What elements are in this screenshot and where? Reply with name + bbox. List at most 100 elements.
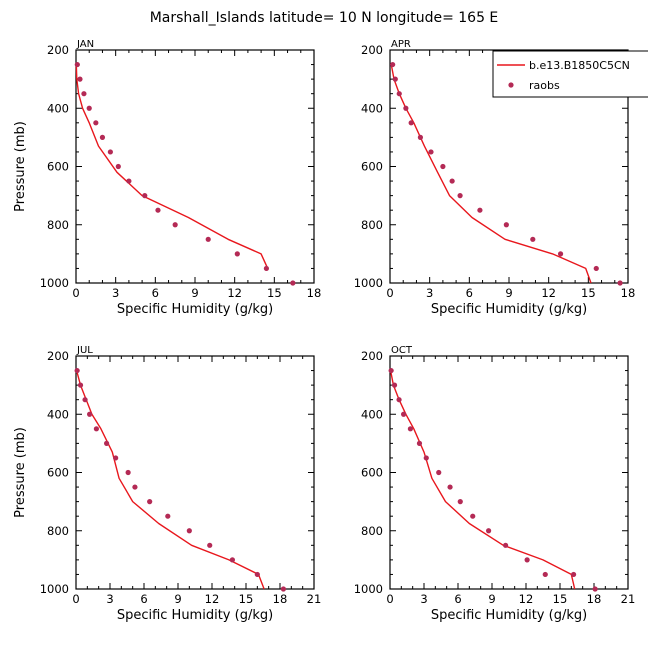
raobs-point-jan <box>107 149 113 155</box>
x-tick-label-oct: 21 <box>621 592 636 606</box>
y-tick-label-apr: 200 <box>361 43 383 57</box>
x-axis-title-oct: Specific Humidity (g/kg) <box>431 608 587 623</box>
x-tick-label-oct: 12 <box>519 592 534 606</box>
raobs-point-jan <box>74 61 80 68</box>
x-tick-label-jan: 15 <box>267 286 282 300</box>
raobs-point-jan <box>115 163 121 170</box>
raobs-point-apr <box>428 149 434 155</box>
y-tick-label-jul: 200 <box>47 349 69 363</box>
x-tick-label-jul: 9 <box>174 592 181 606</box>
y-tick-label-oct: 400 <box>361 407 383 421</box>
raobs-point-jul <box>280 586 286 592</box>
raobs-point-apr <box>477 207 483 213</box>
x-tick-label-jan: 12 <box>227 286 242 300</box>
y-axis-title-jan: Pressure (mb) <box>13 121 28 212</box>
raobs-point-oct <box>423 455 429 461</box>
raobs-point-jul <box>147 499 153 505</box>
x-axis-title-jul: Specific Humidity (g/kg) <box>117 608 273 623</box>
raobs-point-jan <box>93 120 99 126</box>
x-tick-label-oct: 6 <box>454 592 461 606</box>
panel-jul: JUL 0 3 6 9 12 15 18 21 200 400 600 800 1000 Specific … <box>13 345 321 623</box>
panel-label-jul: JUL <box>76 345 93 356</box>
raobs-point-apr <box>396 91 402 97</box>
raobs-point-oct <box>396 397 402 403</box>
y-tick-label-jul: 400 <box>47 407 69 421</box>
panel-label-oct: OCT <box>391 345 413 356</box>
x-tick-label-apr: 15 <box>581 286 596 300</box>
x-tick-label-jul: 3 <box>106 592 113 606</box>
x-tick-label-oct: 3 <box>420 592 427 606</box>
raobs-point-oct <box>571 571 577 578</box>
x-tick-label-apr: 0 <box>386 286 393 300</box>
panel-jan: JAN 0 3 6 9 12 15 18 200 400 600 800 1000 Specific Hu… <box>13 39 321 317</box>
x-tick-label-apr: 9 <box>505 286 512 300</box>
y-tick-label-oct: 200 <box>361 349 383 363</box>
raobs-point-jan <box>142 193 148 199</box>
panel-oct: OCT 0 3 6 9 12 15 18 21 200 400 600 800 1000 Specific … <box>354 345 636 623</box>
x-tick-label-jan: 18 <box>307 286 322 300</box>
model-line-oct <box>389 370 576 590</box>
raobs-point-apr <box>392 76 398 82</box>
raobs-point-apr <box>503 222 509 228</box>
raobs-point-apr <box>557 251 564 257</box>
raobs-point-jul <box>132 484 138 490</box>
raobs-point-jan <box>234 251 240 257</box>
x-tick-label-apr: 3 <box>426 286 433 300</box>
raobs-point-jan <box>263 265 269 272</box>
y-tick-label-apr: 400 <box>361 101 383 115</box>
y-tick-label-oct: 600 <box>361 466 383 480</box>
x-tick-label-jan: 6 <box>152 286 159 300</box>
raobs-point-jul <box>82 397 88 403</box>
raobs-point-apr <box>403 105 409 111</box>
raobs-point-jul <box>186 528 192 534</box>
x-tick-label-jul: 12 <box>205 592 220 606</box>
model-line-jan <box>75 64 269 269</box>
x-tick-label-jul: 18 <box>273 592 288 606</box>
raobs-point-oct <box>416 440 423 446</box>
legend-raobs-swatch <box>508 82 514 88</box>
legend-raobs-label: raobs <box>529 79 560 92</box>
x-tick-label-oct: 9 <box>488 592 495 606</box>
legend-box <box>492 50 648 98</box>
x-tick-label-jan: 0 <box>72 286 79 300</box>
raobs-point-jul <box>207 542 213 548</box>
legend-model-label: b.e13.B1850C5CN <box>529 59 630 72</box>
raobs-point-jul <box>125 469 131 476</box>
raobs-point-oct <box>503 542 509 548</box>
raobs-point-jan <box>126 178 132 184</box>
raobs-point-oct <box>524 557 530 563</box>
y-tick-label-oct: 800 <box>361 524 383 538</box>
panel-label-apr: APR <box>391 39 411 50</box>
x-tick-label-apr: 6 <box>466 286 473 300</box>
model-line-jul <box>75 370 265 590</box>
figure-title: Marshall_Islands latitude= 10 N longitud… <box>150 10 499 26</box>
raobs-point-oct <box>457 499 463 505</box>
raobs-point-oct <box>436 469 442 476</box>
raobs-point-oct <box>407 426 413 432</box>
raobs-point-jan <box>81 91 87 97</box>
raobs-point-jan <box>155 207 161 213</box>
panel-apr: APR 0 3 6 9 12 15 18 200 400 600 800 1000 Specific Hu… <box>354 39 636 317</box>
raobs-point-jul <box>165 513 171 519</box>
x-tick-label-jan: 9 <box>191 286 198 300</box>
raobs-point-jan <box>77 76 83 82</box>
raobs-point-oct <box>447 484 453 490</box>
raobs-point-jul <box>104 440 110 446</box>
raobs-point-jan <box>172 222 178 228</box>
x-axis-title-apr: Specific Humidity (g/kg) <box>431 302 587 317</box>
plot-frame-oct <box>389 355 629 590</box>
raobs-point-jul <box>254 571 260 578</box>
plot-frame-jan <box>75 49 315 284</box>
raobs-point-apr <box>593 265 599 272</box>
raobs-point-jan <box>86 105 92 111</box>
raobs-point-oct <box>486 528 492 534</box>
x-tick-label-jul: 0 <box>72 592 79 606</box>
raobs-point-apr <box>390 61 396 68</box>
raobs-point-apr <box>417 134 424 140</box>
raobs-point-jul <box>113 455 119 461</box>
raobs-point-oct <box>388 367 394 374</box>
y-tick-label-jul: 800 <box>47 524 69 538</box>
y-tick-label-jan: 1000 <box>40 276 69 290</box>
y-tick-label-apr: 800 <box>361 218 383 232</box>
